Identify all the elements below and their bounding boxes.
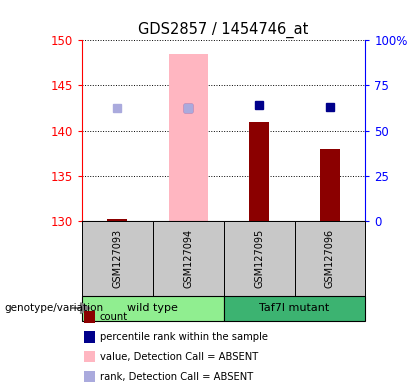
Text: Taf7l mutant: Taf7l mutant <box>260 303 330 313</box>
Bar <box>153 221 224 296</box>
Bar <box>224 221 294 296</box>
Bar <box>82 221 153 296</box>
Bar <box>82 296 224 321</box>
Bar <box>224 296 365 321</box>
Text: GSM127095: GSM127095 <box>254 228 264 288</box>
Text: rank, Detection Call = ABSENT: rank, Detection Call = ABSENT <box>100 372 253 382</box>
Bar <box>249 121 269 221</box>
Text: GSM127096: GSM127096 <box>325 229 335 288</box>
Text: GSM127093: GSM127093 <box>112 229 122 288</box>
Bar <box>294 221 365 296</box>
Bar <box>169 54 208 221</box>
Text: value, Detection Call = ABSENT: value, Detection Call = ABSENT <box>100 352 258 362</box>
Text: genotype/variation: genotype/variation <box>4 303 103 313</box>
Text: wild type: wild type <box>127 303 178 313</box>
Text: GSM127094: GSM127094 <box>183 229 193 288</box>
Bar <box>320 149 340 221</box>
Title: GDS2857 / 1454746_at: GDS2857 / 1454746_at <box>139 22 309 38</box>
Text: percentile rank within the sample: percentile rank within the sample <box>100 332 268 342</box>
Bar <box>108 219 127 221</box>
Text: count: count <box>100 312 128 322</box>
